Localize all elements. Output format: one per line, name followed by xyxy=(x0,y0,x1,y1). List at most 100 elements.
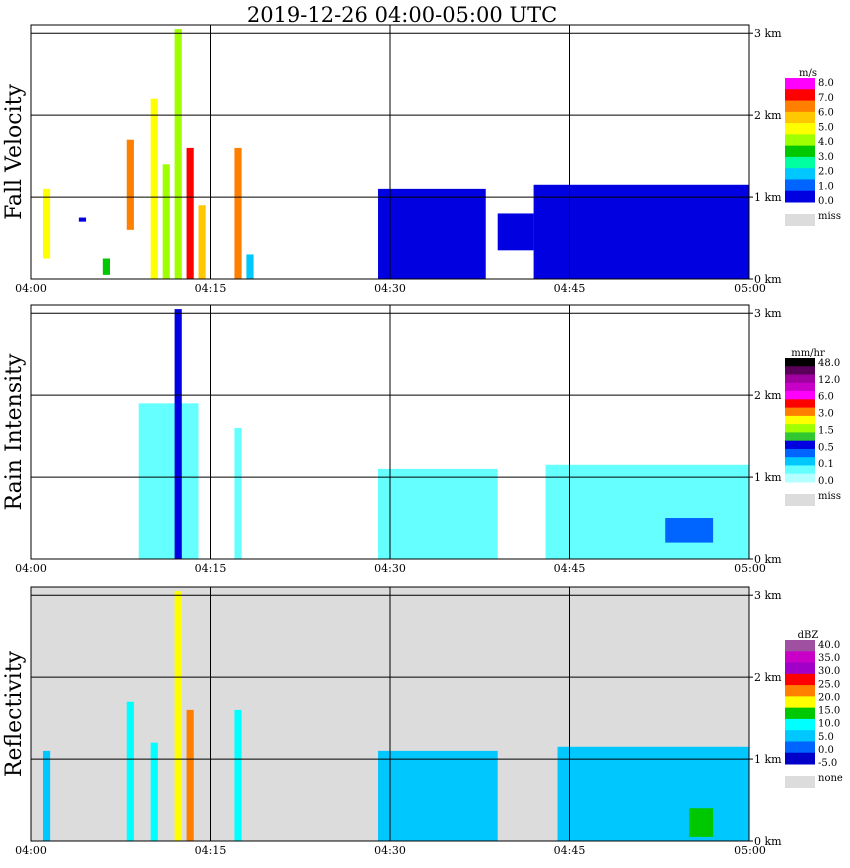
x-tick-label: 04:15 xyxy=(195,844,227,857)
legend-tick-label: 12.0 xyxy=(818,375,840,386)
legend-unit: dBZ xyxy=(798,630,819,641)
reflectivity-panel: 04:00 04:15 04:30 04:45 05:000 km 1 km 2 km 3 k… xyxy=(2,586,843,857)
data-cell xyxy=(557,746,749,841)
legend-tick-label: 10.0 xyxy=(818,719,840,730)
x-tick-label: 04:00 xyxy=(15,282,47,295)
data-cell xyxy=(234,709,242,841)
legend-color-box xyxy=(785,465,815,475)
legend-tick-label: 30.0 xyxy=(818,666,840,677)
data-cell xyxy=(42,750,51,841)
legend-tick-label: 0.0 xyxy=(818,745,834,756)
data-cell xyxy=(186,709,194,841)
panels: 04:00 04:15 04:30 04:45 05:000 km1 km2 km3 k… xyxy=(2,24,843,857)
legend-tick-label: 6.0 xyxy=(818,108,834,119)
y-tick-label: 2 km xyxy=(754,671,782,684)
data-cell xyxy=(234,427,242,559)
data-cell xyxy=(78,217,87,222)
data-cell xyxy=(174,309,182,559)
panel-ylabel: Fall Velocity xyxy=(2,84,27,220)
legend-tick-label: 0.0 xyxy=(818,196,834,207)
legend-color-box xyxy=(785,374,815,384)
x-tick-label: 04:30 xyxy=(374,282,406,295)
legend-color-box xyxy=(785,741,815,754)
legend-color-box xyxy=(785,718,815,731)
legend-tick-label: 0.1 xyxy=(818,459,834,470)
data-cell xyxy=(150,98,158,279)
legend-tick-label: 1.0 xyxy=(818,181,834,192)
x-tick-label: 05:00 xyxy=(734,562,766,575)
legend-tick-label: 20.0 xyxy=(818,692,840,703)
legend-missing-box xyxy=(785,214,815,226)
data-cell xyxy=(186,147,194,279)
data-cell xyxy=(174,591,182,841)
y-tick-label: 0 km xyxy=(754,273,782,286)
legend-color-box xyxy=(785,685,815,697)
data-cell xyxy=(545,464,749,559)
data-cell xyxy=(102,258,110,275)
legend-color-box xyxy=(785,448,815,458)
legend-color-box xyxy=(785,640,815,652)
legend-color-box xyxy=(785,78,815,90)
data-cell xyxy=(497,213,534,251)
legend-color-box xyxy=(785,145,815,158)
y-tick-label: 0 km xyxy=(754,835,782,848)
y-tick-label: 1 km xyxy=(754,191,782,204)
legend-color-box xyxy=(785,457,815,466)
legend-color-box xyxy=(785,424,815,433)
legend-color-box xyxy=(785,89,815,102)
legend-color-box xyxy=(785,415,815,425)
data-cell xyxy=(150,742,158,841)
fall-velocity-panel: 04:00 04:15 04:30 04:45 05:000 km 1 km 2 km 3 k… xyxy=(2,24,841,295)
legend-tick-label: 3.0 xyxy=(818,409,834,420)
legend-missing-label: none xyxy=(818,773,843,784)
x-tick-label: 05:00 xyxy=(734,282,766,295)
legend-color-box xyxy=(785,168,815,180)
chart-title: 2019-12-26 04:00-05:00 UTC xyxy=(247,3,557,27)
legend-missing-label: miss xyxy=(818,211,841,222)
legend-tick-label: 0.5 xyxy=(818,442,834,453)
rain-intensity-panel: 04:00 04:15 04:30 04:45 05:000 km 1 km 2 km 3 k… xyxy=(2,304,841,575)
legend-tick-label: 1.5 xyxy=(818,425,834,436)
legend-tick-label: -5.0 xyxy=(818,758,837,769)
legend-tick-label: 8.0 xyxy=(818,78,834,89)
data-cell xyxy=(174,29,182,280)
data-cell xyxy=(378,750,498,841)
data-cell xyxy=(126,701,134,841)
legend-color-box xyxy=(785,100,815,113)
x-tick-label: 04:45 xyxy=(554,282,586,295)
legend-missing-label: miss xyxy=(818,491,841,502)
legend-color-box xyxy=(785,440,815,450)
legend-color-box xyxy=(785,673,815,686)
y-tick-label: 2 km xyxy=(754,109,782,122)
legend-color-box xyxy=(785,111,815,124)
y-tick-label: 2 km xyxy=(754,389,782,402)
legend-color-box xyxy=(785,366,815,376)
legend-color-box xyxy=(785,432,815,442)
data-cell xyxy=(378,468,498,559)
legend-missing-box xyxy=(785,494,815,506)
legend-tick-label: 15.0 xyxy=(818,706,840,717)
legend-color-box xyxy=(785,382,815,392)
legend-tick-label: 48.0 xyxy=(818,358,840,369)
legend-color-box xyxy=(785,730,815,742)
legend-tick-label: 6.0 xyxy=(818,392,834,403)
data-cell xyxy=(198,205,206,279)
data-cell xyxy=(162,164,170,279)
fall-velocity-legend: m/s8.0 7.0 6.0 5.0 4.0 3.0 2.0 1.0 0.0 miss xyxy=(785,68,841,226)
legend-tick-label: 5.0 xyxy=(818,732,834,743)
legend-color-box xyxy=(785,473,815,483)
legend-tick-label: 0.0 xyxy=(818,476,834,487)
y-tick-label: 3 km xyxy=(754,589,782,602)
legend-color-box xyxy=(785,651,815,664)
legend-color-box xyxy=(785,179,815,192)
data-cell xyxy=(533,184,749,279)
legend-tick-label: 3.0 xyxy=(818,152,834,163)
legend-tick-label: 5.0 xyxy=(818,122,834,133)
legend-tick-label: 25.0 xyxy=(818,679,840,690)
y-tick-label: 1 km xyxy=(754,753,782,766)
data-cell xyxy=(138,403,199,559)
data-cell xyxy=(246,254,254,279)
